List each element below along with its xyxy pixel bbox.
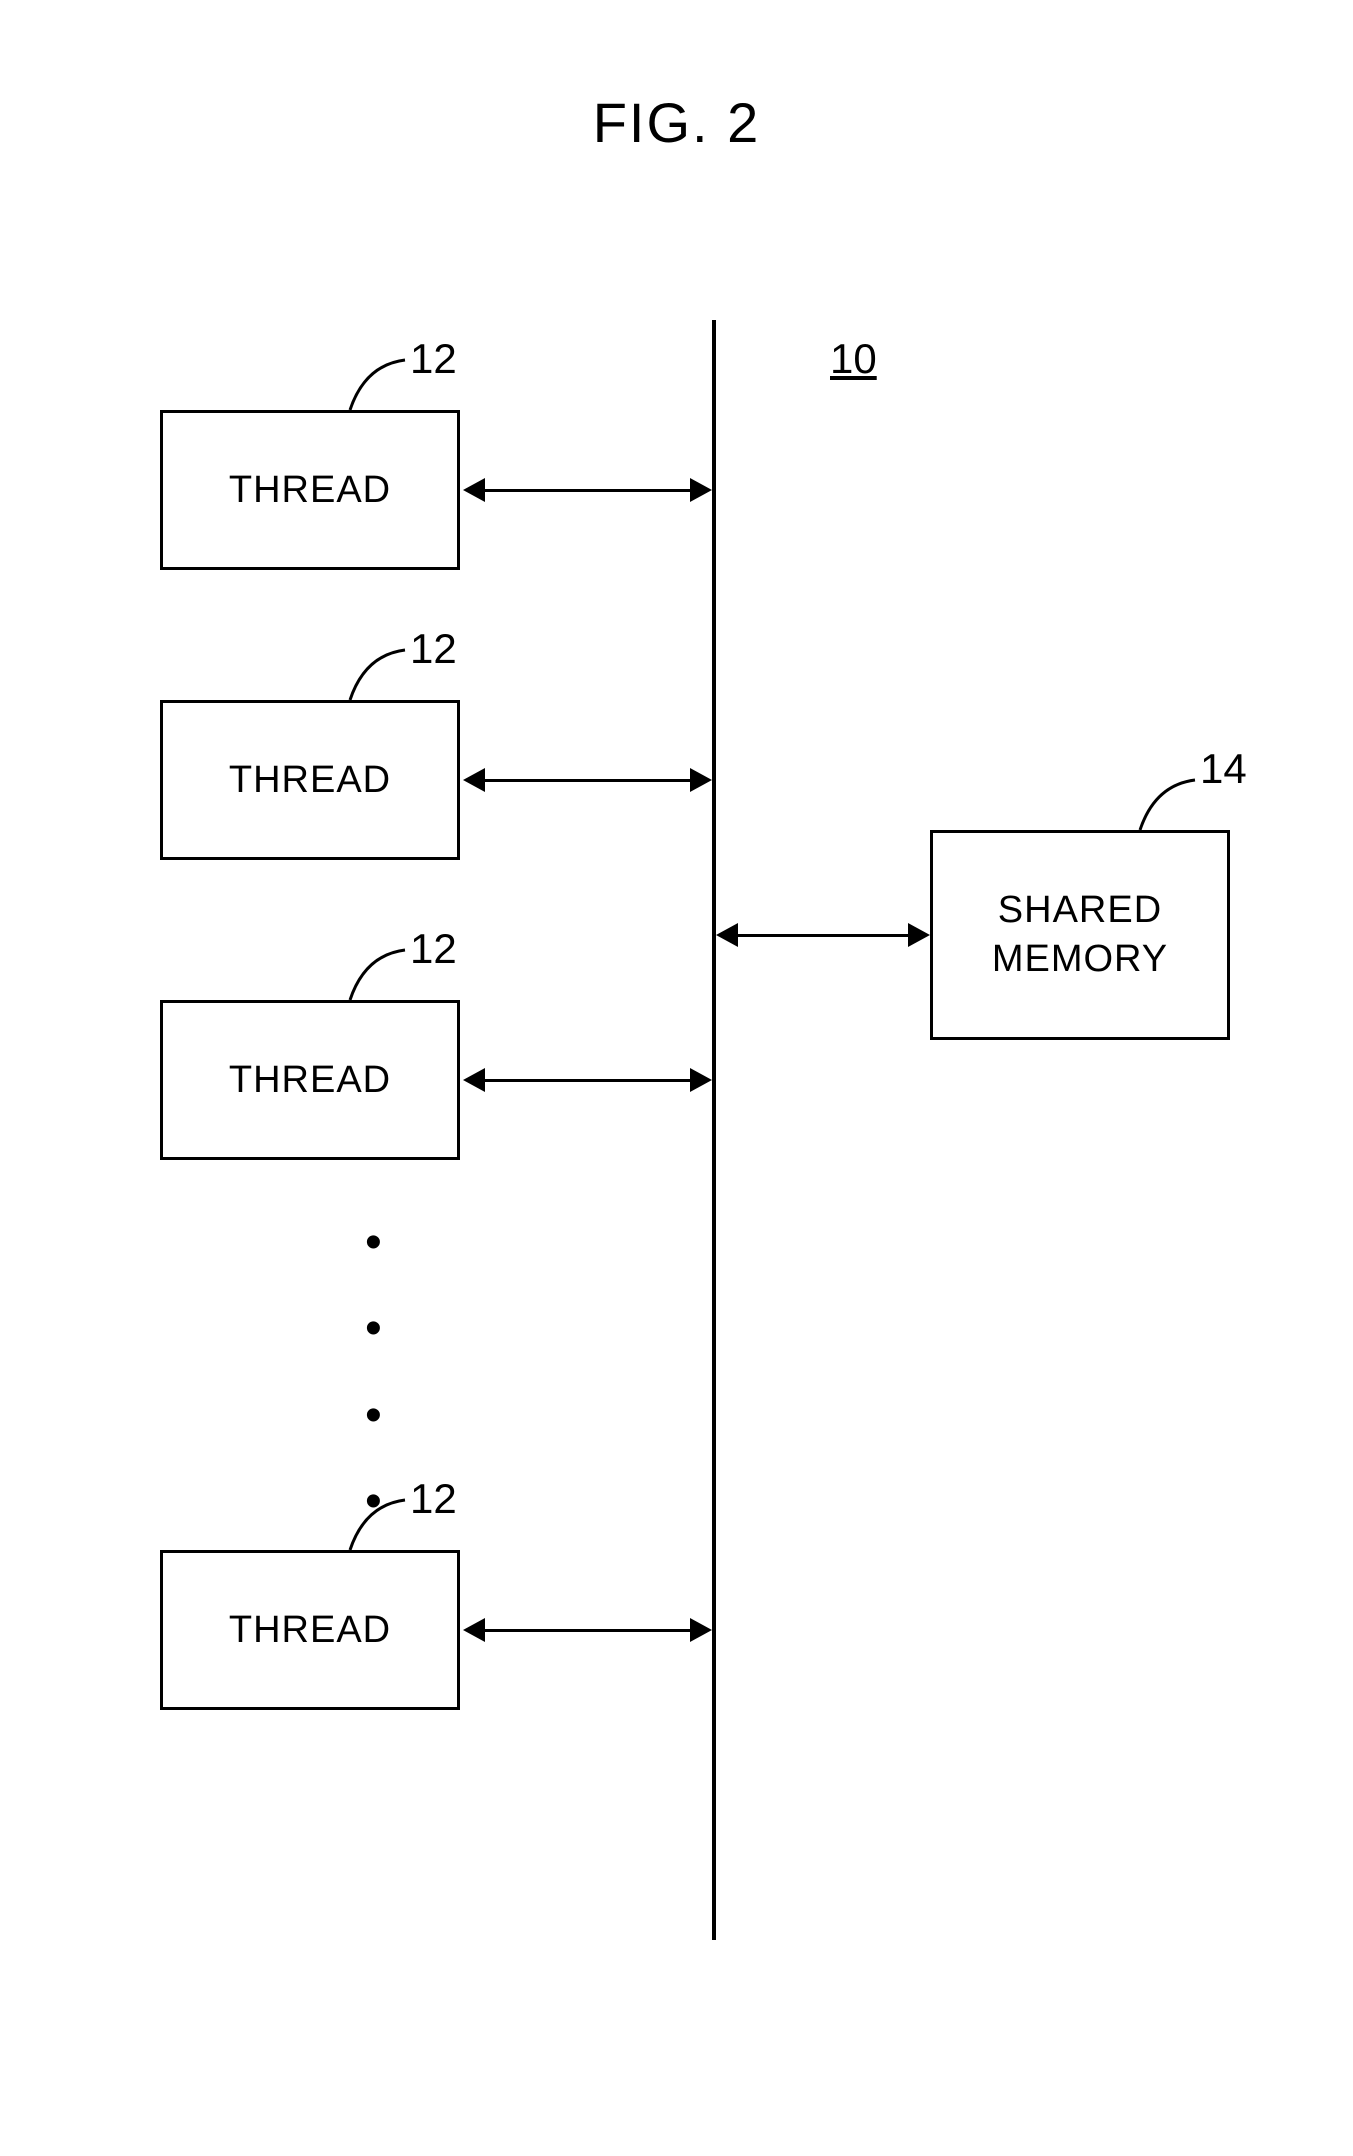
arrow-head	[690, 1068, 712, 1092]
arrow-head	[716, 923, 738, 947]
arrow-head	[463, 768, 485, 792]
thread-label: THREAD	[229, 469, 391, 512]
bus-line	[712, 320, 716, 1940]
diagram-container: 10 THREAD 12 THREAD 12 THREAD 12 •••• TH…	[0, 320, 1353, 2020]
thread-ref-label: 12	[410, 925, 457, 973]
arrow-head	[463, 1068, 485, 1092]
thread-ref-label: 12	[410, 1475, 457, 1523]
arrow-head	[463, 478, 485, 502]
thread-label: THREAD	[229, 1609, 391, 1652]
thread-ref-label: 12	[410, 335, 457, 383]
thread-box: THREAD	[160, 1000, 460, 1160]
thread-label: THREAD	[229, 759, 391, 802]
thread-label: THREAD	[229, 1059, 391, 1102]
shared-memory-box: SHAREDMEMORY	[930, 830, 1230, 1040]
arrow-head	[690, 1618, 712, 1642]
shared-memory-label: SHAREDMEMORY	[992, 886, 1168, 985]
thread-box: THREAD	[160, 410, 460, 570]
figure-title: FIG. 2	[593, 90, 761, 155]
arrow-head	[463, 1618, 485, 1642]
arrow-connector	[485, 1629, 690, 1632]
arrow-head	[690, 478, 712, 502]
thread-box: THREAD	[160, 700, 460, 860]
arrow-connector	[485, 1079, 690, 1082]
arrow-connector	[485, 779, 690, 782]
arrow-head	[908, 923, 930, 947]
arrow-connector	[485, 489, 690, 492]
memory-ref-label: 14	[1200, 745, 1247, 793]
arrow-head	[690, 768, 712, 792]
arrow-connector	[738, 934, 908, 937]
thread-ref-label: 12	[410, 625, 457, 673]
thread-box: THREAD	[160, 1550, 460, 1710]
system-ref-label: 10	[830, 335, 877, 383]
